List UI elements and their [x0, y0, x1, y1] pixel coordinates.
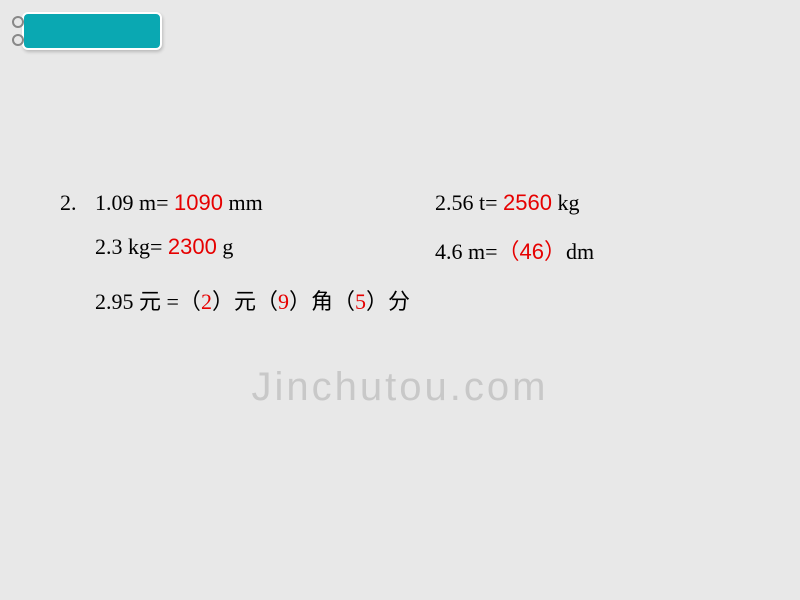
watermark-j: J	[252, 365, 275, 409]
unit-label: 元	[234, 289, 256, 314]
equations-container: 1.09 m= 1090 mm 2.56 t= 2560 kg 2.3 kg= …	[95, 190, 740, 334]
answer-value: 9	[278, 289, 289, 314]
answer-value: 1090	[174, 190, 223, 215]
equation-suffix: dm	[566, 239, 594, 264]
problem-number: 2.	[60, 190, 95, 334]
equation-2b: 4.6 m=（46）dm	[435, 234, 740, 266]
equation-suffix: kg	[552, 190, 580, 215]
problem-block: 2. 1.09 m= 1090 mm 2.56 t= 2560 kg 2.3 k…	[60, 190, 740, 334]
equation-3: 2.95 元 =（2）元（9）角（5）分	[95, 284, 410, 316]
paren-open: （	[179, 289, 201, 314]
equation-1a: 1.09 m= 1090 mm	[95, 190, 435, 216]
ring-icon	[12, 34, 24, 46]
equation-prefix: 2.95 元 =	[95, 289, 179, 314]
equation-prefix: 1.09 m=	[95, 190, 174, 215]
answer-value: （46）	[498, 239, 566, 264]
ring-icon	[12, 16, 24, 28]
equation-prefix: 2.3 kg=	[95, 234, 168, 259]
equation-1b: 2.56 t= 2560 kg	[435, 190, 740, 216]
answer-value: 5	[355, 289, 366, 314]
equation-row-2: 2.3 kg= 2300 g 4.6 m=（46）dm	[95, 234, 740, 266]
answer-value: 2300	[168, 234, 217, 259]
equation-2a: 2.3 kg= 2300 g	[95, 234, 435, 266]
watermark-rest: inchutou.com	[275, 365, 549, 409]
unit-label: 分	[388, 289, 410, 314]
answer-value: 2	[201, 289, 212, 314]
unit-label: 角	[311, 289, 333, 314]
teal-label-box	[22, 12, 162, 50]
equation-prefix: 2.56 t=	[435, 190, 503, 215]
equation-row-3: 2.95 元 =（2）元（9）角（5）分	[95, 284, 740, 316]
paren-close: ）	[212, 289, 234, 314]
watermark-text: Jinchutou.com	[252, 365, 549, 410]
paren-close: ）	[289, 289, 311, 314]
equation-suffix: mm	[223, 190, 263, 215]
problem-content: 2. 1.09 m= 1090 mm 2.56 t= 2560 kg 2.3 k…	[60, 190, 740, 352]
paren-open: （	[333, 289, 355, 314]
equation-row-1: 1.09 m= 1090 mm 2.56 t= 2560 kg	[95, 190, 740, 216]
header-notebook-tab	[8, 8, 163, 56]
answer-value: 2560	[503, 190, 552, 215]
paren-close: ）	[366, 289, 388, 314]
equation-prefix: 4.6 m=	[435, 239, 498, 264]
paren-open: （	[256, 289, 278, 314]
equation-suffix: g	[217, 234, 234, 259]
